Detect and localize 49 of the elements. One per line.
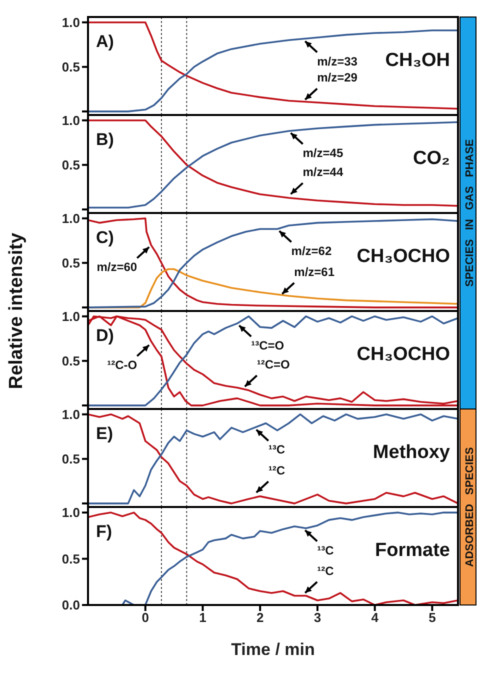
annotation: ¹²C	[268, 464, 286, 478]
annotation: m/z=62	[291, 244, 332, 258]
side-tab: ADSORBED SPECIES	[460, 408, 476, 606]
y-tick-label: 1.0	[62, 505, 80, 520]
y-tick-label: 1.0	[62, 406, 80, 422]
annotation: CH₃OH	[385, 50, 450, 71]
y-tick-label: 1.0	[62, 14, 80, 30]
annotation: ¹³C=O	[251, 338, 284, 352]
annotation: CO₂	[413, 148, 450, 169]
y-tick-label: 0.5	[62, 354, 80, 369]
y-tick-label: 0.5	[62, 158, 80, 173]
annotation: Methoxy	[372, 442, 450, 463]
annotation: C)	[96, 228, 114, 247]
y-tick-label: 1.0	[62, 308, 80, 324]
y-axis-title: Relative intensity	[6, 232, 27, 390]
y-tick-label: 0.5	[62, 452, 80, 467]
x-tick-label: 4	[371, 610, 380, 626]
annotation: B)	[96, 130, 114, 149]
annotation: m/z=44	[302, 165, 344, 180]
annotation: m/z=29	[317, 70, 358, 85]
x-axis-title: Time / min	[231, 640, 315, 659]
annotation: m/z=33	[317, 54, 358, 68]
x-tick-label: 3	[314, 610, 322, 626]
x-tick-label: 5	[428, 610, 436, 626]
x-tick-label: 0	[142, 610, 149, 626]
annotation: ¹²C-O	[107, 358, 138, 372]
annotation: ¹³C	[268, 442, 286, 457]
annotation: A)	[96, 32, 114, 51]
annotation: m/z=61	[294, 264, 335, 279]
annotation: ¹²C	[317, 564, 334, 578]
x-tick-label: 2	[256, 610, 264, 626]
annotation: ¹²C=O	[256, 358, 290, 372]
y-tick-label: 1.0	[62, 210, 80, 226]
annotation: D)	[96, 326, 114, 345]
annotation: Formate	[375, 540, 450, 561]
x-tick-label: 1	[199, 610, 206, 626]
y-tick-label: 0.5	[62, 551, 80, 566]
annotation: CH₃OCHO	[356, 246, 450, 267]
annotation: ¹³C	[317, 543, 334, 558]
annotation: E)	[96, 424, 113, 443]
y-tick-label: 0.0	[62, 598, 80, 613]
annotation: F)	[96, 522, 112, 541]
annotation: CH₃OCHO	[356, 344, 450, 365]
annotation: m/z=60	[96, 260, 138, 274]
y-tick-label: 0.5	[62, 256, 80, 271]
side-tab: SPECIES IN GAS PHASE	[460, 16, 476, 410]
y-tick-label: 0.5	[62, 60, 80, 75]
annotation: m/z=45	[302, 146, 344, 160]
y-tick-label: 1.0	[62, 112, 80, 128]
